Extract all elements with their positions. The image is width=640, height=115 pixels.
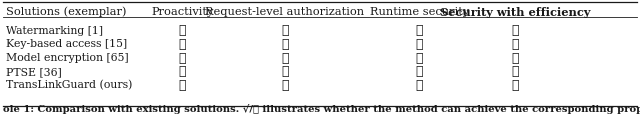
Text: Model encryption [65]: Model encryption [65] bbox=[6, 53, 129, 63]
Text: ✓: ✓ bbox=[415, 24, 423, 37]
Text: Request-level authorization: Request-level authorization bbox=[205, 7, 364, 17]
Text: Security with efficiency: Security with efficiency bbox=[440, 7, 591, 17]
Text: ✓: ✓ bbox=[281, 65, 289, 78]
Text: ✓: ✓ bbox=[511, 24, 519, 37]
Text: ✓: ✓ bbox=[415, 65, 423, 78]
Text: Proactivity: Proactivity bbox=[151, 7, 214, 17]
Text: ✗: ✗ bbox=[415, 38, 423, 50]
Text: PTSE [36]: PTSE [36] bbox=[6, 66, 62, 76]
Text: Key-based access [15]: Key-based access [15] bbox=[6, 39, 127, 49]
Text: TransLinkGuard (ours): TransLinkGuard (ours) bbox=[6, 80, 132, 90]
Text: ✓: ✓ bbox=[179, 65, 186, 78]
Text: ✗: ✗ bbox=[281, 24, 289, 37]
Text: ✗: ✗ bbox=[179, 24, 186, 37]
Text: Solutions (exemplar): Solutions (exemplar) bbox=[6, 7, 127, 17]
Text: ✓: ✓ bbox=[511, 38, 519, 50]
Text: ✓: ✓ bbox=[179, 38, 186, 50]
Text: ✓: ✓ bbox=[281, 78, 289, 91]
Text: ✓: ✓ bbox=[415, 78, 423, 91]
Text: ✗: ✗ bbox=[281, 51, 289, 64]
Text: ✗: ✗ bbox=[415, 51, 423, 64]
Text: ✗: ✗ bbox=[511, 65, 519, 78]
Text: ✓: ✓ bbox=[511, 51, 519, 64]
Text: Runtime security: Runtime security bbox=[369, 7, 469, 17]
Text: ✓: ✓ bbox=[511, 78, 519, 91]
Text: Watermarking [1]: Watermarking [1] bbox=[6, 26, 104, 35]
Text: ✓: ✓ bbox=[179, 78, 186, 91]
Text: ✗: ✗ bbox=[281, 38, 289, 50]
Text: ole 1: Comparison with existing solutions. √/✗ illustrates whether the method ca: ole 1: Comparison with existing solution… bbox=[3, 103, 640, 113]
Text: ✓: ✓ bbox=[179, 51, 186, 64]
